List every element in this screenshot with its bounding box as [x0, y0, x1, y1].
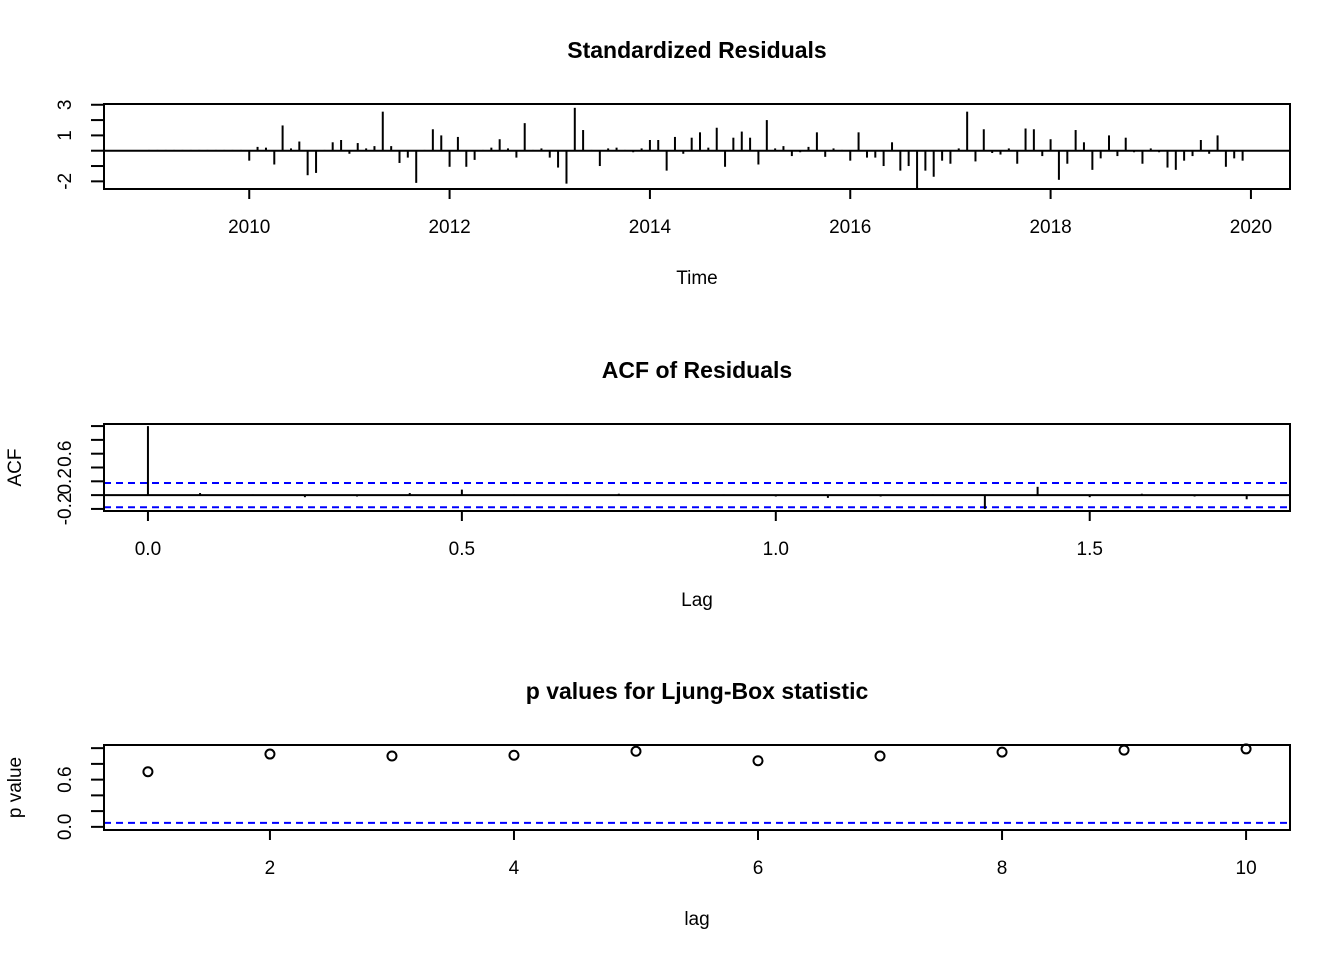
x-tick-label: 1.0 — [763, 539, 789, 560]
x-axis-label: lag — [684, 909, 709, 930]
y-tick-label: 1 — [55, 130, 76, 141]
x-tick-label: 0.5 — [449, 539, 475, 560]
x-tick-label: 2016 — [829, 217, 871, 238]
point — [630, 745, 642, 757]
x-axis-label: Lag — [681, 590, 713, 611]
x-tick-label: 2020 — [1230, 217, 1272, 238]
y-axis-label: ACF — [5, 449, 26, 487]
y-tick-label: -2 — [55, 173, 76, 190]
chart-title: p values for Ljung-Box statistic — [526, 678, 869, 704]
point — [996, 746, 1008, 758]
x-tick-label: 2018 — [1029, 217, 1071, 238]
point — [142, 766, 154, 778]
x-tick-label: 2012 — [428, 217, 470, 238]
y-tick-label: -0.2 — [55, 493, 76, 526]
y-tick-label: 0.2 — [55, 468, 76, 494]
x-tick-label: 2010 — [228, 217, 270, 238]
x-tick-label: 1.5 — [1077, 539, 1103, 560]
plot-box — [103, 423, 1291, 512]
y-tick-label: 0.6 — [55, 766, 76, 792]
x-tick-label: 8 — [997, 858, 1008, 879]
point — [752, 755, 764, 767]
x-tick-label: 0.0 — [135, 539, 161, 560]
x-tick-label: 4 — [509, 858, 520, 879]
y-axis-label: p value — [5, 757, 26, 818]
point — [1118, 744, 1130, 756]
plot-box — [103, 103, 1291, 190]
y-tick-label: 0.0 — [55, 814, 76, 840]
point — [508, 749, 520, 761]
x-tick-label: 2014 — [629, 217, 672, 238]
x-tick-label: 6 — [753, 858, 764, 879]
plot-box — [103, 744, 1291, 831]
y-tick-label: 3 — [55, 99, 76, 110]
point — [386, 750, 398, 762]
y-tick-label: 0.6 — [55, 440, 76, 466]
x-tick-label: 10 — [1236, 858, 1257, 879]
point — [264, 748, 276, 760]
chart-title: Standardized Residuals — [567, 37, 826, 63]
x-tick-label: 2 — [265, 858, 276, 879]
chart-title: ACF of Residuals — [602, 357, 792, 383]
x-axis-label: Time — [676, 268, 718, 289]
point — [874, 750, 886, 762]
